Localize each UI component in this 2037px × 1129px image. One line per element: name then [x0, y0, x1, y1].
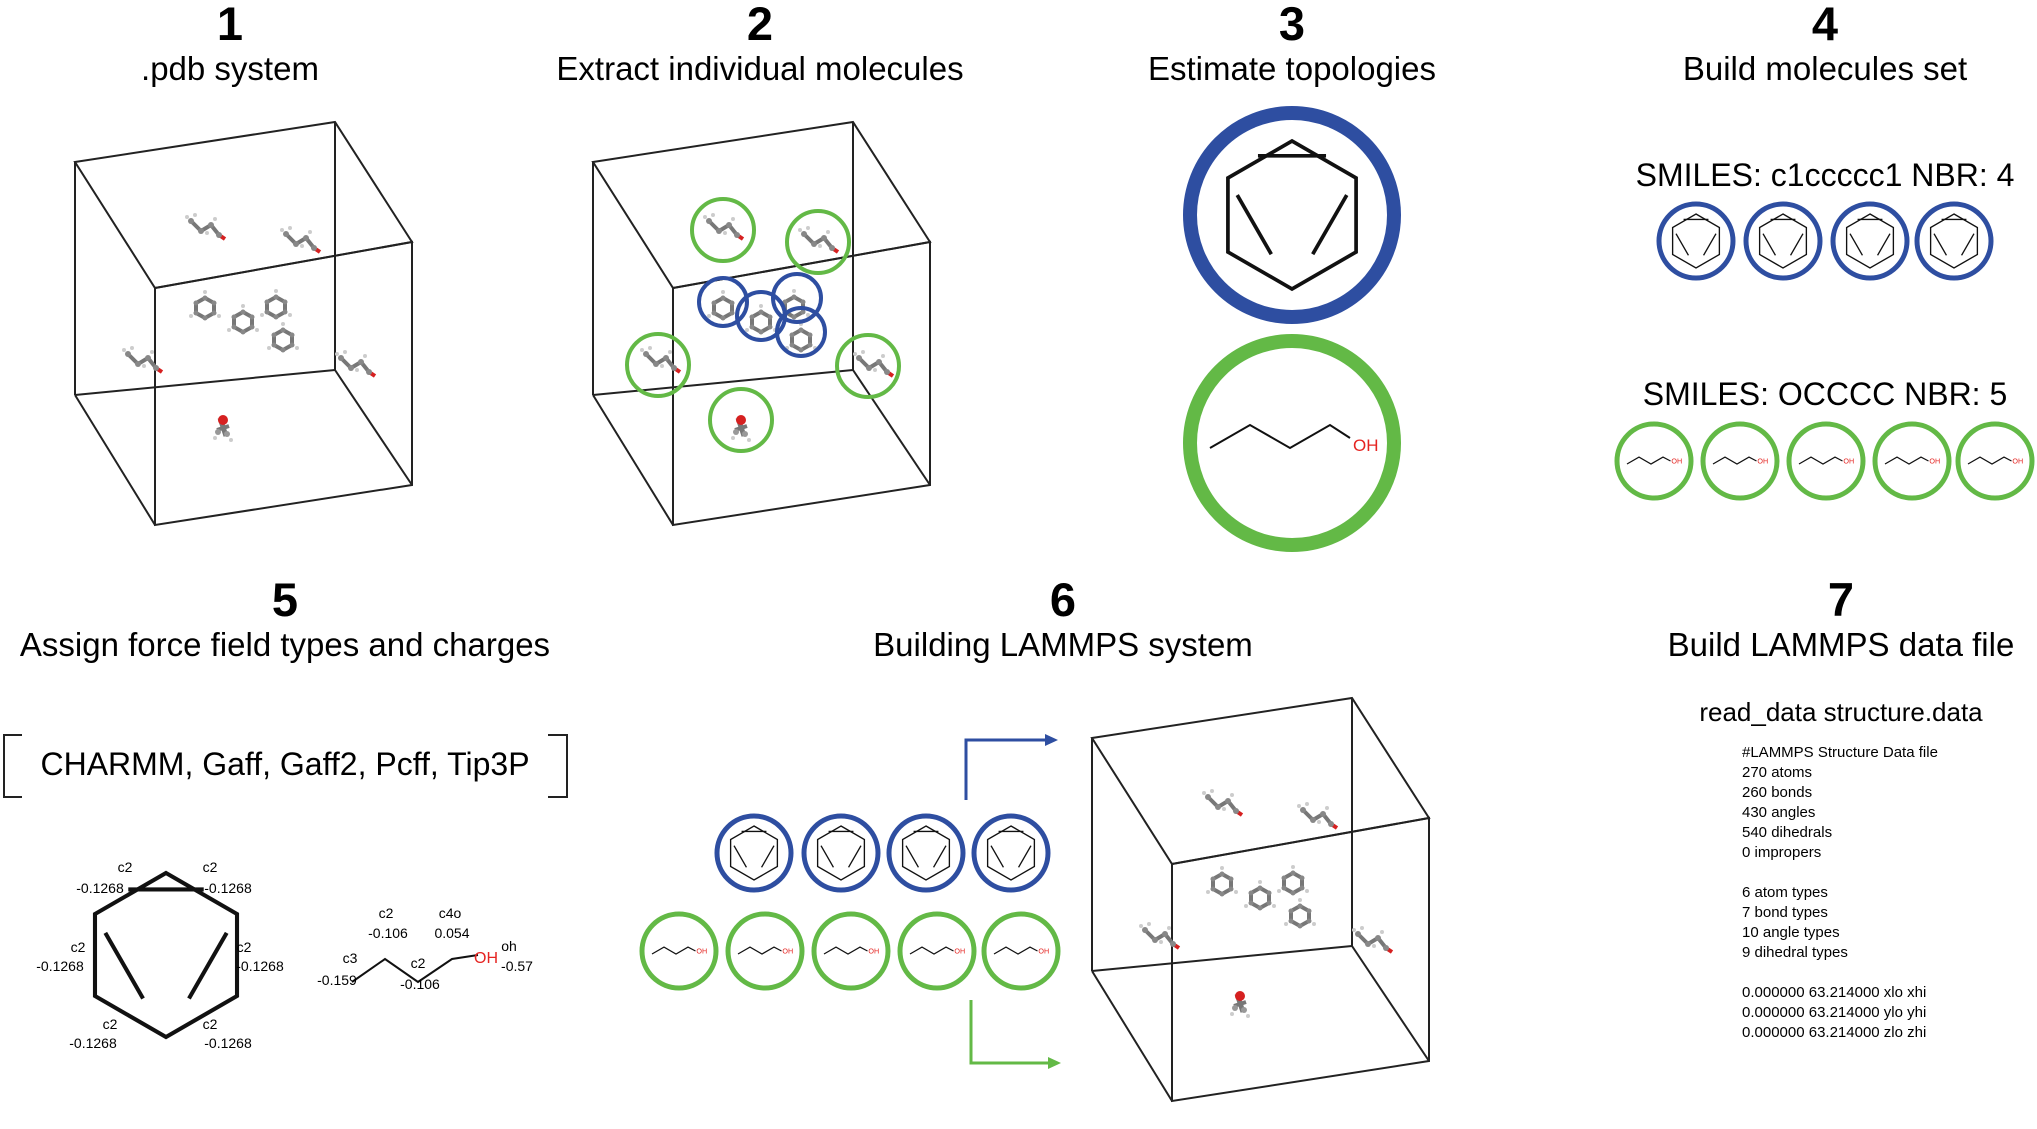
step-2-header: 2 Extract individual molecules [556, 0, 963, 87]
molecules-cluster [1139, 789, 1392, 1018]
step-6-number: 6 [1050, 573, 1076, 626]
butanol-smiles-label: SMILES: OCCCC NBR: 5 [1643, 376, 2008, 412]
step-2-title: Extract individual molecules [556, 50, 963, 87]
atom-charge-label: -0.57 [501, 958, 533, 974]
step-7-title: Build LAMMPS data file [1668, 626, 2015, 663]
butanol-set-items [1614, 421, 2035, 501]
atom-charge-label: -0.1268 [36, 958, 84, 974]
data-file-content: #LAMMPS Structure Data file 270 atoms 260 … [1742, 744, 1938, 1041]
step-6-header: 6 Building LAMMPS system [873, 573, 1253, 663]
lammps-system-box [1091, 697, 1430, 1102]
atom-type-label: c2 [203, 1016, 218, 1032]
butanol-highlight-circle [785, 209, 851, 275]
pdb-system-box [74, 121, 413, 526]
molecules-cluster [122, 213, 375, 442]
step-3-title: Estimate topologies [1148, 50, 1436, 87]
atom-type-label: c4o [439, 905, 462, 921]
atom-type-label: c2 [118, 859, 133, 875]
atom-charge-label: -0.1268 [69, 1035, 117, 1051]
butanol-topology: OH [1183, 334, 1401, 552]
benzene-topology [1183, 106, 1401, 324]
step-5-number: 5 [272, 573, 298, 626]
atom-charge-label: -0.159 [317, 972, 357, 988]
atom-charge-label: -0.1268 [236, 958, 284, 974]
data-file-line: 260 bonds [1742, 784, 1812, 801]
atom-charge-label: 0.054 [434, 925, 469, 941]
step-4-title: Build molecules set [1683, 50, 1967, 87]
butanol-row [639, 911, 1061, 991]
atom-type-label: c2 [237, 939, 252, 955]
blue-flow-arrow [964, 734, 1058, 800]
step-3-number: 3 [1279, 0, 1305, 50]
step-3-header: 3 Estimate topologies [1148, 0, 1436, 87]
step-6-title: Building LAMMPS system [873, 626, 1253, 663]
butanol-oh-atom: OH [474, 950, 498, 967]
atom-type-label: oh [501, 938, 517, 954]
benzene-highlight-circle [771, 272, 823, 324]
extract-molecules-box [592, 121, 931, 526]
data-file-line: 0 impropers [1742, 844, 1821, 861]
data-file-line: 0.000000 63.214000 xlo xhi [1742, 984, 1926, 1001]
step-4-header: 4 Build molecules set [1683, 0, 1967, 87]
benzene-set-items [1656, 201, 1994, 281]
simulation-box [74, 121, 413, 526]
butanol-highlight-circle [625, 332, 691, 398]
data-file-line: 430 angles [1742, 804, 1815, 821]
step-1-number: 1 [217, 0, 243, 50]
step-1-header: 1 .pdb system [141, 0, 319, 87]
benzene-set: SMILES: c1ccccc1 NBR: 4 [1636, 157, 2015, 281]
data-file-line: 9 dihedral types [1742, 944, 1848, 961]
atom-type-label: c2 [411, 955, 426, 971]
data-file-line: 10 angle types [1742, 924, 1840, 941]
atom-type-label: c3 [343, 950, 358, 966]
atom-type-label: c2 [103, 1016, 118, 1032]
simulation-box [592, 121, 931, 526]
atom-type-label: c2 [71, 939, 86, 955]
force-field-list: CHARMM, Gaff, Gaff2, Pcff, Tip3P [3, 734, 568, 798]
butanol-topology-circle [1183, 334, 1401, 552]
benzene-topology-circle [1183, 106, 1401, 324]
data-file-line: 6 atom types [1742, 884, 1828, 901]
data-file-line: 0.000000 63.214000 ylo yhi [1742, 1004, 1926, 1021]
step-5-title: Assign force field types and charges [20, 626, 550, 663]
butanol-set: SMILES: OCCCC NBR: 5 [1614, 376, 2035, 501]
butanol-highlight-circle [835, 333, 901, 399]
step-2-number: 2 [747, 0, 773, 50]
benzene-highlight-circle [775, 306, 827, 358]
butanol-highlight-circle [708, 387, 774, 453]
butanol-charges: OH c3 -0.159 c2 -0.106 c2 -0.106 c4o 0.0… [317, 905, 533, 992]
atom-type-label: c2 [203, 859, 218, 875]
atom-charge-label: -0.1268 [204, 1035, 252, 1051]
step-4-number: 4 [1812, 0, 1838, 50]
butanol-highlight-circle [690, 197, 756, 263]
data-file-line: 0.000000 63.214000 zlo zhi [1742, 1024, 1926, 1041]
data-file-line: 7 bond types [1742, 904, 1828, 921]
force-field-names: CHARMM, Gaff, Gaff2, Pcff, Tip3P [40, 746, 529, 782]
molecules-cluster [640, 213, 893, 442]
data-file-line: 540 dihedrals [1742, 824, 1832, 841]
atom-type-label: c2 [379, 905, 394, 921]
data-file-line: #LAMMPS Structure Data file [1742, 744, 1938, 761]
atom-charge-label: -0.106 [400, 976, 440, 992]
butanol-oh-label: OH [1353, 436, 1379, 455]
green-flow-arrow [969, 1000, 1061, 1069]
step-5-header: 5 Assign force field types and charges [20, 573, 550, 663]
atom-charge-label: -0.106 [368, 925, 408, 941]
benzene-smiles-label: SMILES: c1ccccc1 NBR: 4 [1636, 157, 2015, 193]
step-1-title: .pdb system [141, 50, 319, 87]
simulation-box [1091, 697, 1430, 1102]
benzene-row [714, 813, 1051, 893]
benzene-charges: c2 -0.1268 c2 -0.1268 c2 -0.1268 c2 -0.1… [36, 859, 284, 1051]
data-file-line: 270 atoms [1742, 764, 1812, 781]
read-data-command: read_data structure.data [1699, 697, 1983, 727]
atom-charge-label: -0.1268 [76, 880, 124, 896]
benzene-highlight-circle [697, 276, 749, 328]
step-7-header: 7 Build LAMMPS data file [1668, 573, 2015, 663]
step-7-number: 7 [1828, 573, 1854, 626]
atom-charge-label: -0.1268 [204, 880, 252, 896]
